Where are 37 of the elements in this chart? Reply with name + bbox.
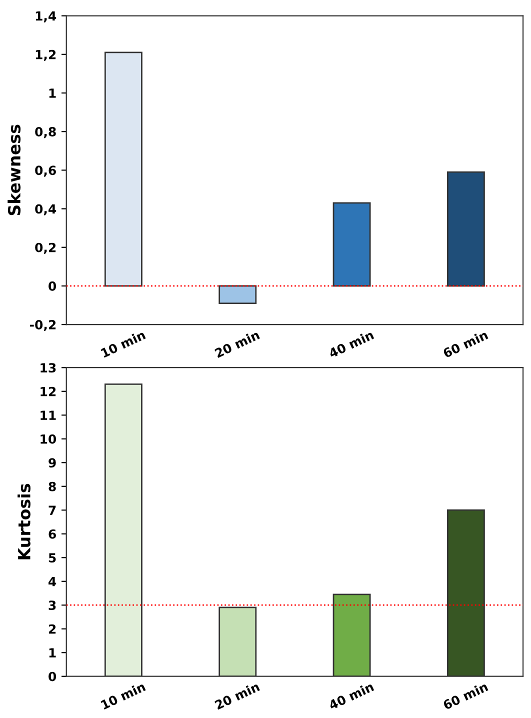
y-tick-label: -0,2	[30, 320, 56, 332]
y-tick-label: 2	[48, 624, 56, 634]
y-tick-label: 12	[40, 386, 56, 396]
x-tick-label: 40 min	[328, 330, 374, 358]
y-tick-label: 5	[48, 553, 56, 563]
x-tick-label: 20 min	[214, 330, 260, 358]
y-tick-label: 8	[48, 482, 56, 492]
y-tick-label: 0	[48, 281, 56, 291]
y-tick-label: 1,2	[36, 50, 56, 61]
x-tick-label: 10 min	[100, 330, 146, 358]
x-tick-label: 60 min	[442, 682, 488, 710]
y-axis-title: Kurtosis	[18, 484, 30, 560]
y-tick-label: 0	[48, 672, 56, 682]
y-tick-label: 1	[49, 648, 56, 658]
x-tick-label: 40 min	[328, 682, 374, 710]
y-tick-label: 10	[40, 434, 56, 444]
y-tick-label: 6	[48, 529, 56, 539]
bar	[332, 202, 371, 287]
bar	[104, 52, 142, 287]
x-tick-label: 20 min	[214, 682, 260, 710]
y-tick-label: 0,2	[35, 242, 56, 254]
y-tick-label: 13	[40, 363, 56, 373]
bar	[218, 285, 257, 304]
y-tick-label: 1	[49, 88, 56, 98]
y-tick-label: 7	[48, 506, 56, 515]
y-tick-label: 4	[48, 576, 56, 586]
y-axis-title: Skewness	[8, 124, 21, 216]
y-tick-label: 1,4	[36, 11, 56, 22]
y-tick-label: 9	[48, 458, 56, 468]
bar	[446, 171, 485, 287]
y-tick-label: 3	[48, 600, 56, 610]
x-tick-label: 60 min	[442, 330, 488, 358]
y-tick-label: 0,4	[35, 204, 56, 216]
y-tick-label: 0,6	[35, 166, 56, 177]
x-tick-label: 10 min	[100, 682, 146, 710]
y-tick-label: 11	[40, 410, 56, 420]
y-tick-label: 0,8	[35, 127, 56, 138]
